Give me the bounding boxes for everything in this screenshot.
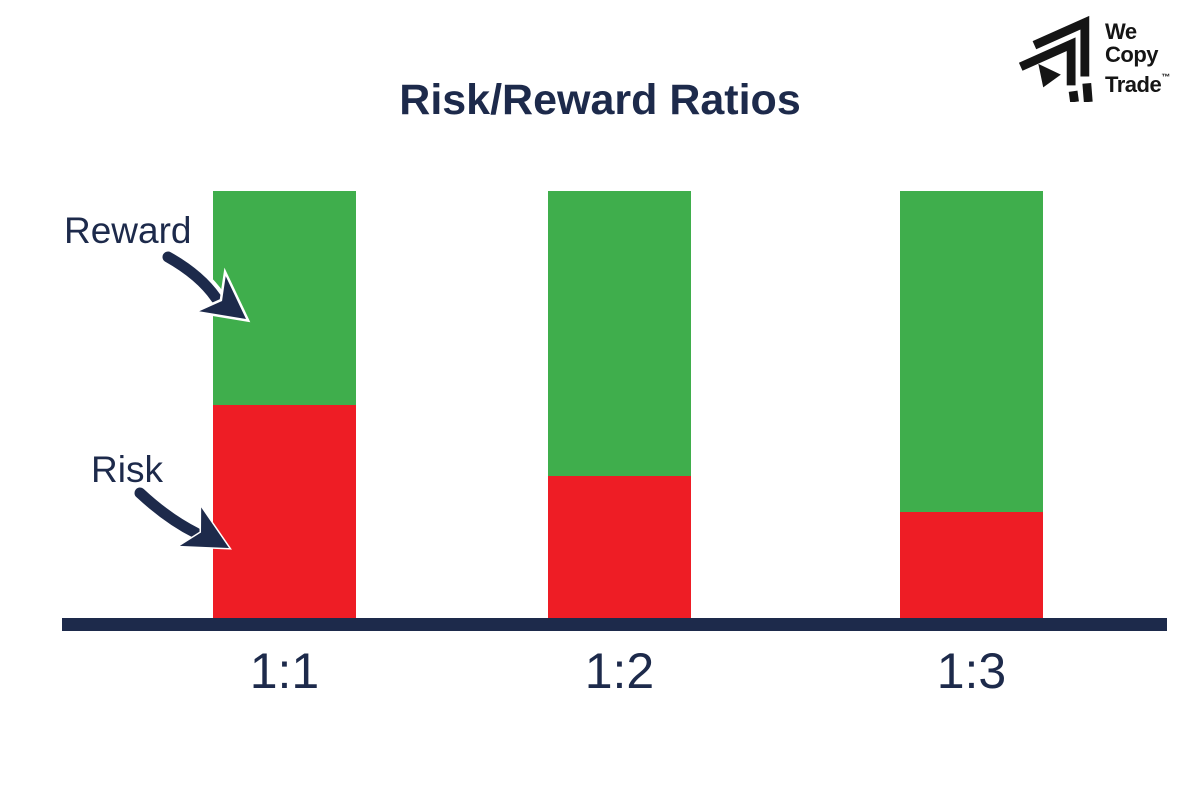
category-label: 1:1	[249, 643, 320, 699]
chart-title: Risk/Reward Ratios	[399, 76, 801, 124]
brand-wordmark: We Copy Trade™	[1105, 20, 1170, 96]
brand-logo: We Copy Trade™	[1008, 4, 1193, 104]
reward-annotation-label: Reward	[64, 210, 192, 251]
risk-segment	[548, 476, 691, 619]
category-label: 1:3	[936, 643, 1007, 699]
reward-segment	[900, 191, 1043, 512]
risk-segment	[900, 512, 1043, 619]
risk-segment	[213, 405, 356, 619]
wecopytrade-arrow-logo-icon	[1018, 15, 1093, 102]
x-axis-baseline	[62, 618, 1167, 631]
bar-stack	[213, 191, 356, 619]
bar-stack	[900, 191, 1043, 619]
trademark-symbol: ™	[1161, 72, 1171, 82]
brand-line-3: Trade™	[1105, 72, 1171, 97]
brand-line-1: We	[1105, 19, 1137, 44]
reward-segment	[548, 191, 691, 477]
risk-annotation-label: Risk	[91, 449, 163, 490]
brand-line-2: Copy	[1105, 42, 1159, 67]
reward-segment	[213, 191, 356, 405]
bar-stack	[548, 191, 691, 619]
category-label: 1:2	[584, 643, 655, 699]
